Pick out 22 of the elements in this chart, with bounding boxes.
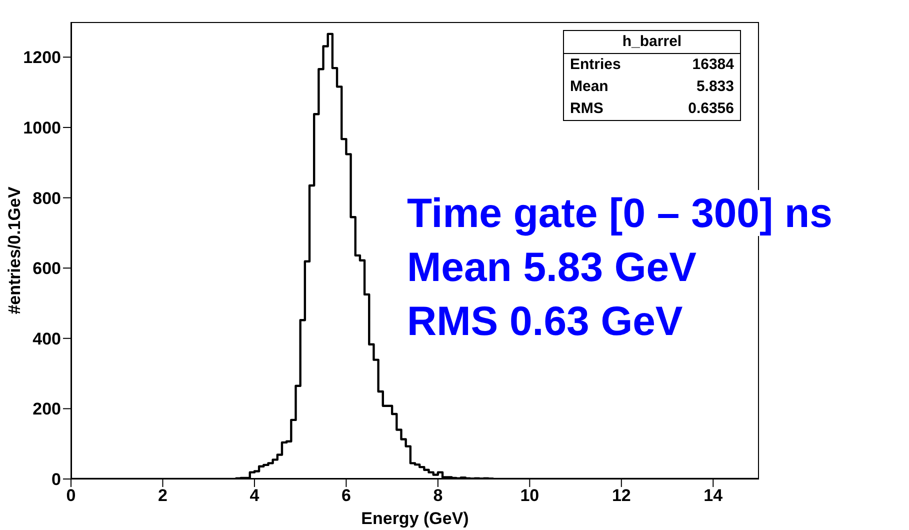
annotation: Time gate [0 – 300] ns <box>407 190 832 236</box>
y-axis-title: #entries/0.1GeV <box>5 186 24 314</box>
stats-box: h_barrel Entries 16384 Mean 5.833 RMS 0.6356 <box>563 30 741 121</box>
x-tick-label: 6 <box>341 486 351 506</box>
x-axis-title: Energy (GeV) <box>361 509 469 528</box>
y-tick-label: 600 <box>32 259 61 278</box>
y-tick-label: 200 <box>32 400 61 419</box>
x-tick-label: 14 <box>704 486 724 506</box>
x-tick-label: 4 <box>250 486 260 506</box>
x-tick-label: 0 <box>66 486 76 506</box>
y-tick-label: 400 <box>32 329 61 348</box>
x-tick-label: 2 <box>158 486 168 506</box>
y-tick-label: 1000 <box>23 118 61 138</box>
y-tick-label: 0 <box>52 470 61 490</box>
annotation: Mean 5.83 GeV <box>407 244 696 290</box>
annotation: h_barrel <box>564 31 740 54</box>
y-tick-label: 1200 <box>23 48 61 68</box>
y-tick-label: 800 <box>32 188 61 208</box>
x-tick-label: 10 <box>520 486 540 506</box>
annotation: RMS 0.63 GeV <box>407 298 683 344</box>
x-tick-label: 8 <box>433 486 443 506</box>
x-tick-label: 12 <box>612 486 631 506</box>
